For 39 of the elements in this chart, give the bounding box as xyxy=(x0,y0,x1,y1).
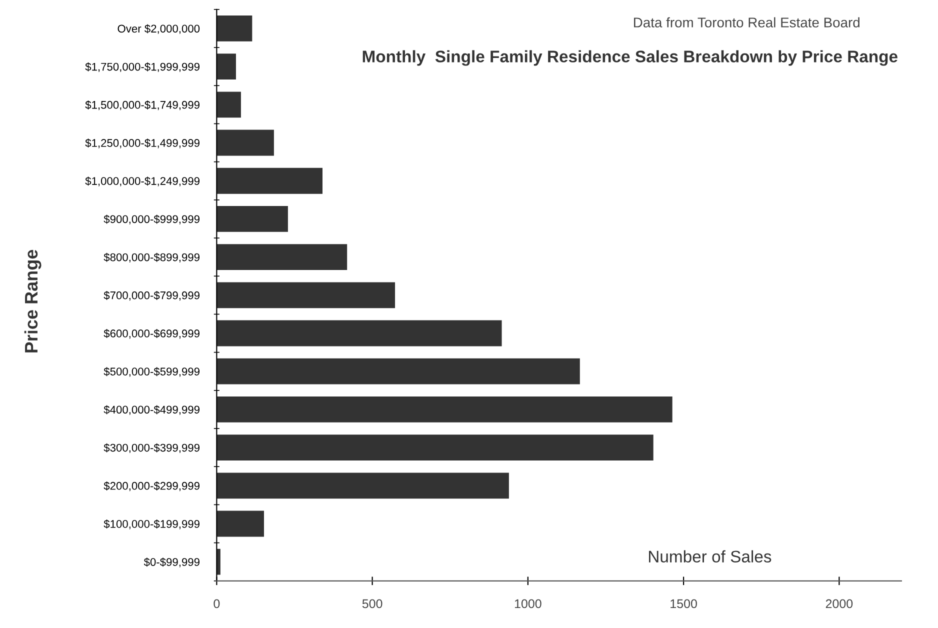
bar xyxy=(216,510,264,537)
bar xyxy=(216,434,654,461)
text: Monthly Single Family Residence Sales Breakdown by Price Range xyxy=(362,50,898,66)
bar xyxy=(216,396,672,422)
y-axis-title: Price Range xyxy=(24,250,42,352)
bar xyxy=(216,92,241,118)
y-tick-label: Over $2,000,000 xyxy=(118,24,200,34)
bar xyxy=(216,320,502,346)
y-tick-label: $100,000-$199,999 xyxy=(104,520,200,530)
y-tick-label: $900,000-$999,999 xyxy=(104,214,200,224)
x-axis-title: Number of Sales xyxy=(648,550,772,563)
bar xyxy=(216,244,348,270)
y-tick-label: $300,000-$399,999 xyxy=(104,443,200,454)
y-tick-label: $0-$99,999 xyxy=(144,558,200,568)
bar xyxy=(216,282,396,308)
y-tick-label: $500,000-$599,999 xyxy=(104,367,200,377)
x-tick-label: 0 xyxy=(214,599,220,608)
y-tick-label: $700,000-$799,999 xyxy=(104,290,200,301)
y-tick-label: $400,000-$499,999 xyxy=(104,405,200,415)
x-tick-label: 500 xyxy=(362,599,382,608)
y-tick-label: $800,000-$899,999 xyxy=(104,252,200,263)
y-tick-label: $200,000-$299,999 xyxy=(104,481,200,492)
bar xyxy=(216,54,236,80)
y-tick-label: $1,500,000-$1,749,999 xyxy=(85,100,200,110)
y-tick-label: $1,250,000-$1,499,999 xyxy=(85,138,200,148)
bar xyxy=(216,130,274,156)
bar xyxy=(216,206,288,232)
y-tick-label: $1,000,000-$1,249,999 xyxy=(85,176,200,186)
x-tick-label: 1500 xyxy=(670,599,697,608)
y-tick-label: $1,750,000-$1,999,999 xyxy=(85,62,200,72)
bar xyxy=(216,16,252,42)
bar xyxy=(216,358,580,384)
bar xyxy=(216,548,220,575)
x-tick-label: 2000 xyxy=(826,599,853,608)
bar xyxy=(216,472,509,499)
x-tick-label: 1000 xyxy=(514,599,542,608)
annotation: Data from Toronto Real Estate Board xyxy=(634,17,860,28)
bar xyxy=(216,168,322,194)
y-tick-label: $600,000-$699,999 xyxy=(104,329,200,339)
